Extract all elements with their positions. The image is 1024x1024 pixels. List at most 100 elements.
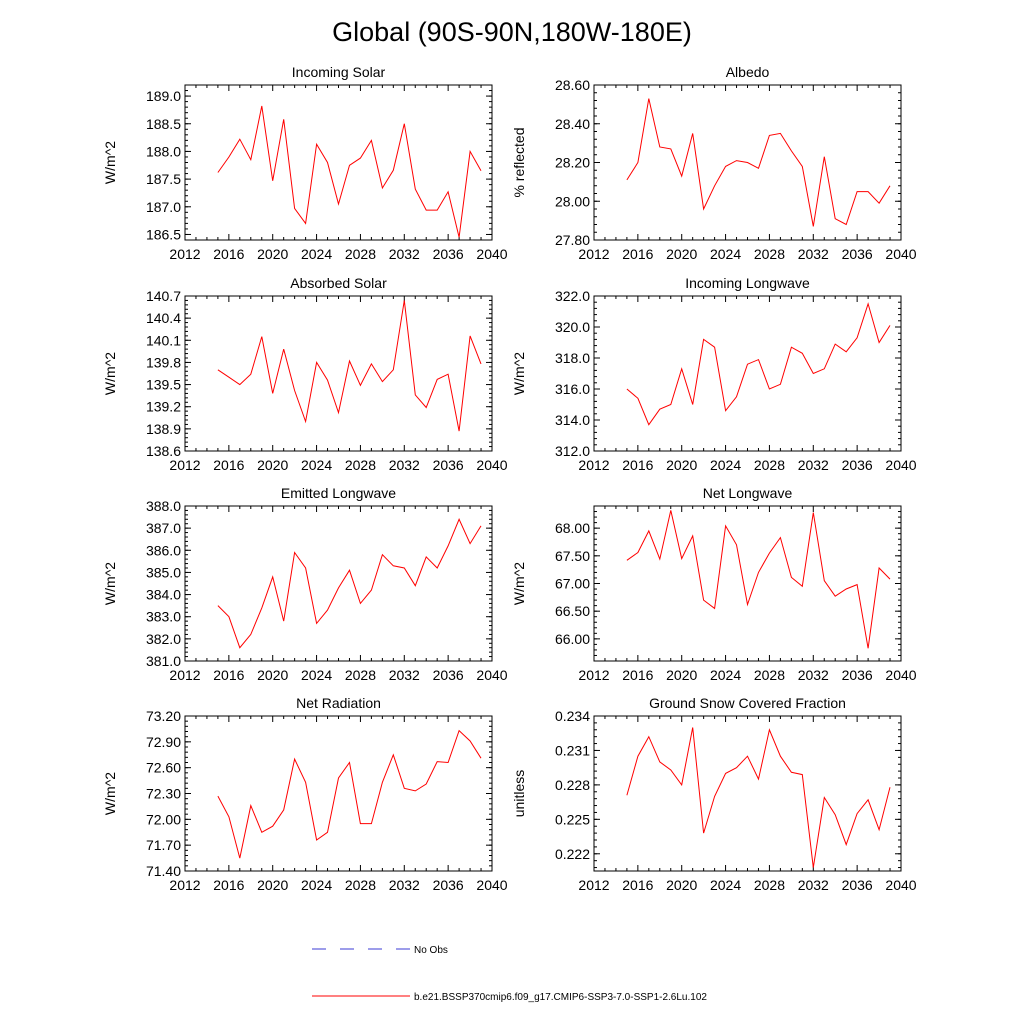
x-tick-label: 2024	[710, 246, 741, 262]
y-tick-label: 322.0	[555, 288, 590, 304]
y-tick-label: 27.80	[555, 232, 590, 248]
y-tick-label: 188.5	[146, 116, 181, 132]
y-axis-label: W/m^2	[102, 352, 118, 395]
y-tick-label: 28.20	[555, 155, 590, 171]
y-axis-label: W/m^2	[102, 772, 118, 815]
series-line	[626, 727, 891, 868]
x-tick-label: 2016	[622, 246, 653, 262]
y-tick-label: 138.9	[146, 421, 181, 437]
x-tick-label: 2012	[578, 877, 609, 893]
y-tick-label: 28.40	[555, 116, 590, 132]
y-tick-label: 383.0	[146, 609, 181, 625]
x-tick-label: 2012	[578, 246, 609, 262]
x-tick-label: 2028	[754, 877, 785, 893]
x-tick-label: 2032	[389, 877, 420, 893]
y-tick-label: 140.1	[146, 332, 181, 348]
legend-model-label: b.e21.BSSP370cmip6.f09_g17.CMIP6-SSP3-7.…	[414, 992, 707, 1003]
y-tick-label: 187.5	[146, 171, 181, 187]
x-tick-label: 2036	[842, 246, 873, 262]
y-tick-label: 71.70	[146, 837, 181, 853]
legend: No Obs b.e21.BSSP370cmip6.f09_g17.CMIP6-…	[312, 945, 707, 1003]
y-tick-label: 0.222	[555, 846, 590, 862]
y-axis-label: W/m^2	[102, 562, 118, 605]
x-tick-label: 2020	[666, 246, 697, 262]
chart-panel: Absorbed Solar W/m^2 2012 2016 2020 2024 2028 2…	[102, 275, 508, 473]
panel-title: Incoming Longwave	[685, 275, 810, 291]
y-tick-label: 140.7	[146, 288, 181, 304]
chart-panel: Incoming Longwave W/m^2 2012 2016 2020 2024 20…	[511, 275, 917, 473]
x-tick-label: 2024	[710, 457, 741, 473]
y-tick-label: 312.0	[555, 443, 590, 459]
y-tick-label: 385.0	[146, 564, 181, 580]
x-tick-label: 2036	[842, 877, 873, 893]
y-tick-label: 140.4	[146, 310, 181, 326]
y-tick-label: 388.0	[146, 498, 181, 514]
y-tick-label: 138.6	[146, 443, 181, 459]
plot-frame	[593, 295, 902, 452]
x-tick-label: 2040	[476, 246, 507, 262]
y-axis-label: % reflected	[511, 127, 527, 197]
x-tick-label: 2032	[389, 667, 420, 683]
x-tick-label: 2040	[476, 877, 507, 893]
x-tick-label: 2032	[389, 457, 420, 473]
series-line	[217, 729, 482, 859]
x-tick-label: 2032	[798, 877, 829, 893]
x-tick-label: 2028	[754, 246, 785, 262]
x-tick-label: 2024	[301, 246, 332, 262]
x-tick-label: 2020	[666, 667, 697, 683]
page-title: Global (90S-90N,180W-180E)	[332, 17, 692, 47]
x-tick-label: 2036	[433, 457, 464, 473]
plot-frame	[184, 505, 493, 662]
x-tick-label: 2020	[257, 667, 288, 683]
y-tick-label: 139.5	[146, 377, 181, 393]
y-tick-label: 71.40	[146, 863, 181, 879]
x-tick-label: 2012	[169, 667, 200, 683]
y-tick-label: 66.00	[555, 631, 590, 647]
y-tick-label: 188.0	[146, 143, 181, 159]
x-tick-label: 2032	[798, 667, 829, 683]
x-tick-label: 2020	[257, 246, 288, 262]
x-tick-label: 2040	[885, 667, 916, 683]
x-tick-label: 2028	[754, 667, 785, 683]
x-tick-label: 2020	[257, 457, 288, 473]
x-tick-label: 2020	[666, 457, 697, 473]
y-axis-label: W/m^2	[511, 352, 527, 395]
x-tick-label: 2032	[798, 246, 829, 262]
y-tick-label: 382.0	[146, 631, 181, 647]
y-tick-label: 72.90	[146, 734, 181, 750]
series-line	[217, 105, 482, 238]
y-tick-label: 0.225	[555, 811, 590, 827]
plot-frame	[184, 84, 493, 241]
panels: Incoming Solar W/m^2 2012 2016 2020 2024 2028 2…	[102, 64, 917, 893]
plot-frame	[184, 295, 493, 452]
x-tick-label: 2024	[710, 877, 741, 893]
chart-panel: Emitted Longwave W/m^2 2012 2016 2020 2024 202…	[102, 485, 508, 683]
y-tick-label: 318.0	[555, 350, 590, 366]
x-tick-label: 2028	[754, 457, 785, 473]
x-tick-label: 2016	[622, 667, 653, 683]
panel-title: Net Radiation	[296, 695, 381, 711]
x-tick-label: 2040	[476, 457, 507, 473]
legend-obs-label: No Obs	[414, 945, 448, 956]
x-tick-label: 2028	[345, 457, 376, 473]
y-tick-label: 186.5	[146, 226, 181, 242]
chart-panel: Albedo % reflected 2012 2016 2020 2024 2028 203…	[511, 64, 917, 262]
y-tick-label: 72.60	[146, 760, 181, 776]
series-line	[217, 300, 482, 432]
y-tick-label: 189.0	[146, 88, 181, 104]
x-tick-label: 2016	[213, 457, 244, 473]
x-tick-label: 2024	[301, 877, 332, 893]
y-axis-label: W/m^2	[511, 562, 527, 605]
series-line	[626, 510, 891, 649]
x-tick-label: 2012	[169, 877, 200, 893]
chart-panel: Incoming Solar W/m^2 2012 2016 2020 2024 2028 2…	[102, 64, 508, 262]
x-tick-label: 2024	[710, 667, 741, 683]
panel-title: Incoming Solar	[292, 64, 386, 80]
y-tick-label: 139.2	[146, 399, 181, 415]
y-tick-label: 187.0	[146, 199, 181, 215]
y-tick-label: 386.0	[146, 542, 181, 558]
series-line	[626, 302, 891, 426]
y-tick-label: 28.60	[555, 77, 590, 93]
x-tick-label: 2036	[842, 457, 873, 473]
